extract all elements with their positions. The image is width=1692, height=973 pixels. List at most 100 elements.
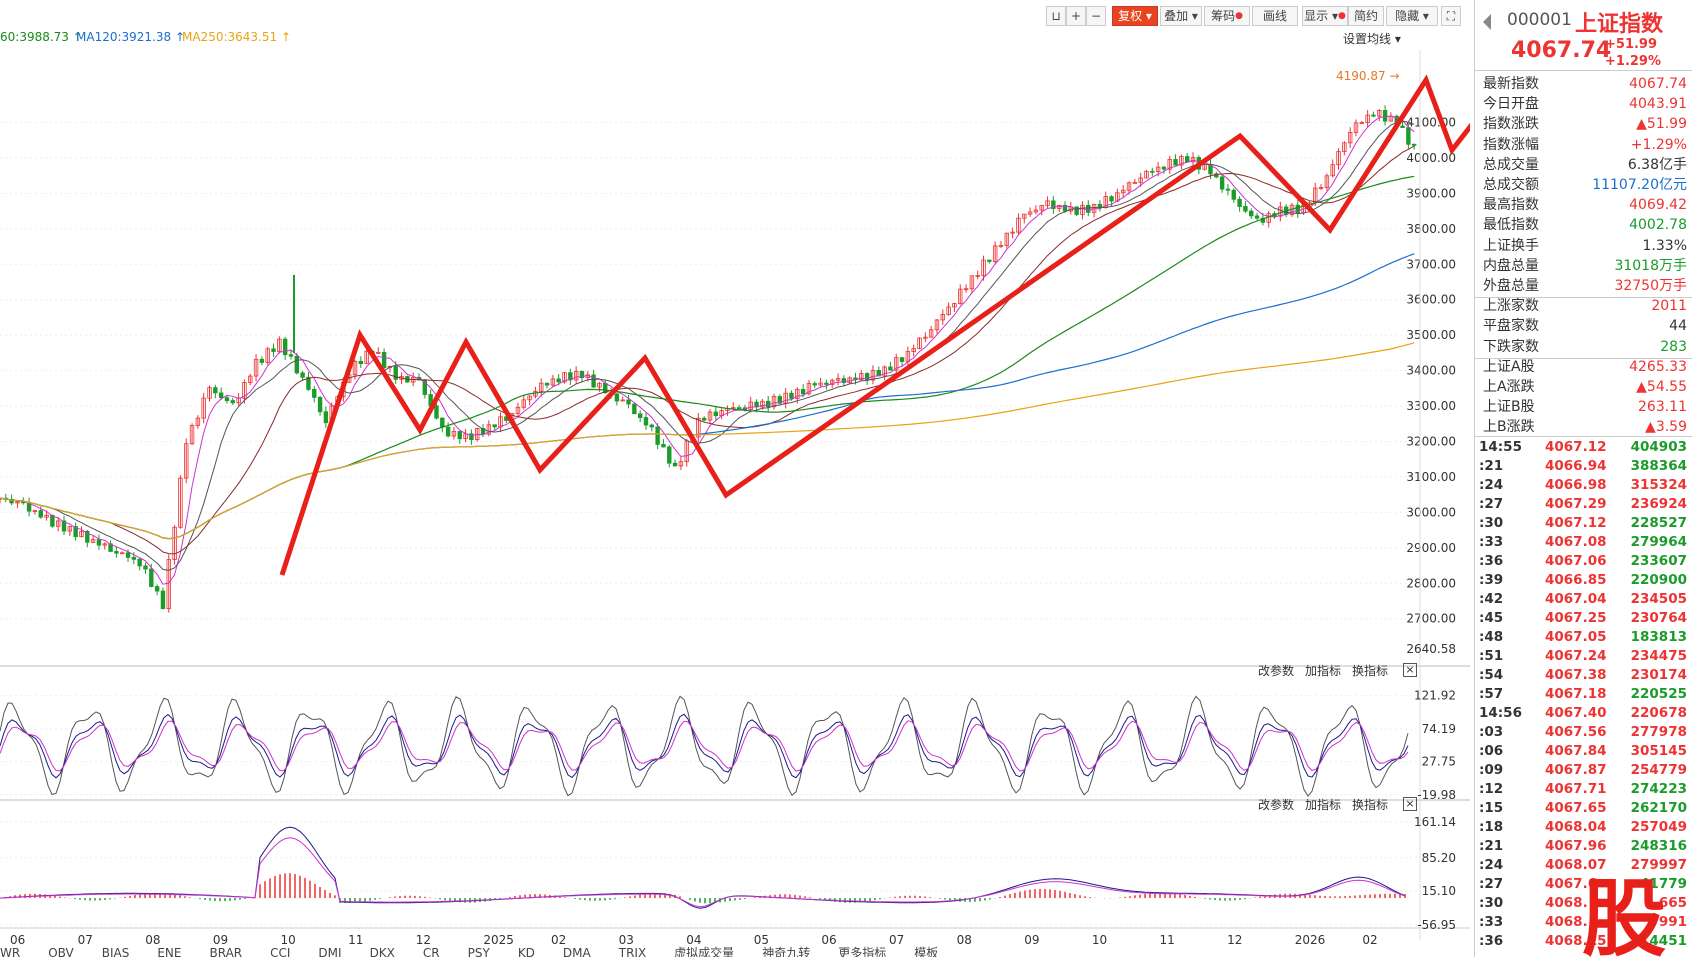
tick-price: 4067.38 (1545, 667, 1607, 683)
tab-10[interactable]: KD (517, 946, 535, 957)
zoom-out-button[interactable]: − (1086, 6, 1106, 26)
tab-5[interactable]: CCI (270, 946, 291, 957)
fuquan-button[interactable]: 复权 ▾ (1112, 6, 1158, 26)
candle-body (376, 352, 381, 354)
tick-time: :51 (1479, 648, 1504, 664)
ma20-line (0, 145, 1415, 555)
candle-body (1411, 143, 1417, 146)
tick-price: 4067.12 (1545, 515, 1607, 531)
x-tick-label: 10 (280, 933, 295, 947)
tick-row: 14:55 4067.12 404903 (1479, 438, 1689, 457)
quote-value: 1.33% (1642, 237, 1687, 254)
tick-price: 4067.12 (1545, 439, 1607, 455)
candle-body (1330, 164, 1335, 177)
tab-2[interactable]: BIAS (101, 946, 130, 957)
y-tick-label: 15.10 (1422, 884, 1456, 898)
zoom-in-button[interactable]: + (1066, 6, 1086, 26)
y-tick-label: 3100.00 (1406, 470, 1456, 484)
tab-7[interactable]: DKX (369, 946, 395, 957)
candle-body (981, 259, 986, 276)
chips-button[interactable]: 筹码● (1204, 6, 1250, 26)
tick-time: :18 (1479, 819, 1504, 835)
tab-14[interactable]: 神奇九转 (762, 946, 811, 957)
tab-16[interactable]: 模板 (914, 946, 939, 957)
close-subchart-2-icon[interactable]: × (1403, 797, 1417, 811)
candle-body (1045, 200, 1050, 206)
overlay-button[interactable]: 叠加 ▾ (1160, 6, 1202, 26)
tick-price: 4067.18 (1545, 686, 1607, 702)
candle-body (830, 379, 835, 385)
tick-price: 4067.25 (1545, 610, 1607, 626)
separator (1475, 357, 1692, 359)
add-indicator-button-2[interactable]: 加指标 (1305, 798, 1342, 812)
quote-label: 上B涨跌 (1483, 419, 1535, 436)
candle-body (1022, 213, 1027, 219)
tick-volume: 183813 (1630, 629, 1687, 645)
prev-arrow-icon[interactable] (1483, 14, 1491, 30)
tab-12[interactable]: TRIX (618, 946, 647, 957)
switch-indicator-button-1[interactable]: 换指标 (1352, 664, 1389, 678)
candle-body (114, 551, 119, 554)
tab-6[interactable]: DMI (318, 946, 342, 957)
tab-15[interactable]: 更多指标 (838, 946, 887, 957)
candle-body (795, 389, 800, 399)
quote-label: 下跌家数 (1483, 338, 1539, 355)
tick-row: :12 4067.71 274223 (1479, 780, 1689, 799)
tab-0[interactable]: WR (0, 946, 21, 957)
tab-9[interactable]: PSY (467, 946, 490, 957)
window-icon-button[interactable]: ⊔ (1046, 6, 1066, 26)
tick-time: :30 (1479, 895, 1504, 911)
tab-13[interactable]: 虚拟成交量 (674, 946, 735, 957)
tick-price: 4066.98 (1545, 477, 1607, 493)
candle-body (434, 405, 439, 419)
change-param-button-1[interactable]: 改参数 (1258, 664, 1295, 678)
change-param-button-2[interactable]: 改参数 (1258, 798, 1295, 812)
hide-button[interactable]: 隐藏 ▾ (1386, 6, 1438, 26)
candle-body (998, 245, 1004, 247)
candle-body (1138, 177, 1143, 183)
tick-row: :21 4066.94 388364 (1479, 457, 1689, 476)
y-tick-label: 74.19 (1422, 722, 1456, 736)
tick-volume: 388364 (1630, 458, 1687, 474)
kline-chart-area[interactable]: 4100.00 4000.00 3900.00 3800.00 3700.00 3600.… (0, 0, 1470, 957)
close-subchart-1-icon[interactable]: × (1403, 663, 1417, 677)
current-price: 4067.74 (1511, 38, 1612, 63)
display-button[interactable]: 显示 ▾● (1302, 6, 1348, 26)
candle-body (765, 400, 771, 408)
tick-row: :36 4068.15 314451 (1479, 932, 1689, 951)
add-indicator-button-1[interactable]: 加指标 (1305, 664, 1342, 678)
candle-body (1336, 151, 1341, 166)
candle-body (992, 245, 998, 262)
candle-body (1132, 182, 1138, 184)
candle-body (1179, 156, 1184, 166)
y-tick-label: 4000.00 (1406, 151, 1456, 165)
tab-4[interactable]: BRAR (209, 946, 243, 957)
candle-body (230, 400, 235, 404)
tick-row: :33 4068. 991 (1479, 913, 1689, 932)
fullscreen-button[interactable]: ⛶ (1441, 6, 1461, 26)
tab-8[interactable]: CR (422, 946, 440, 957)
ma10-line (0, 120, 1415, 571)
candle-body (300, 372, 305, 378)
candle-body (38, 510, 43, 518)
candle-body (923, 336, 928, 339)
tick-row: :45 4067.25 230764 (1479, 609, 1689, 628)
tick-time: :09 (1479, 762, 1504, 778)
candle-body (952, 303, 957, 308)
candle-body (1010, 231, 1015, 234)
switch-indicator-button-2[interactable]: 换指标 (1352, 798, 1389, 812)
tab-11[interactable]: DMA (562, 946, 591, 957)
tick-price: 4066.85 (1545, 572, 1607, 588)
tab-3[interactable]: ENE (157, 946, 182, 957)
tick-row: :42 4067.04 234505 (1479, 590, 1689, 609)
draw-line-button[interactable]: 画线 (1252, 6, 1298, 26)
tick-time: :03 (1479, 724, 1504, 740)
y-tick-label: 3600.00 (1406, 293, 1456, 307)
price-change: +51.99 +1.29% (1605, 36, 1661, 70)
candle-body (1004, 232, 1010, 246)
tab-1[interactable]: OBV (48, 946, 74, 957)
simple-button[interactable]: 简约 (1348, 6, 1384, 26)
quote-row: 下跌家数 283 (1483, 337, 1687, 357)
tick-time: :12 (1479, 781, 1504, 797)
set-ma-button[interactable]: 设置均线 ▾ (1343, 32, 1401, 46)
